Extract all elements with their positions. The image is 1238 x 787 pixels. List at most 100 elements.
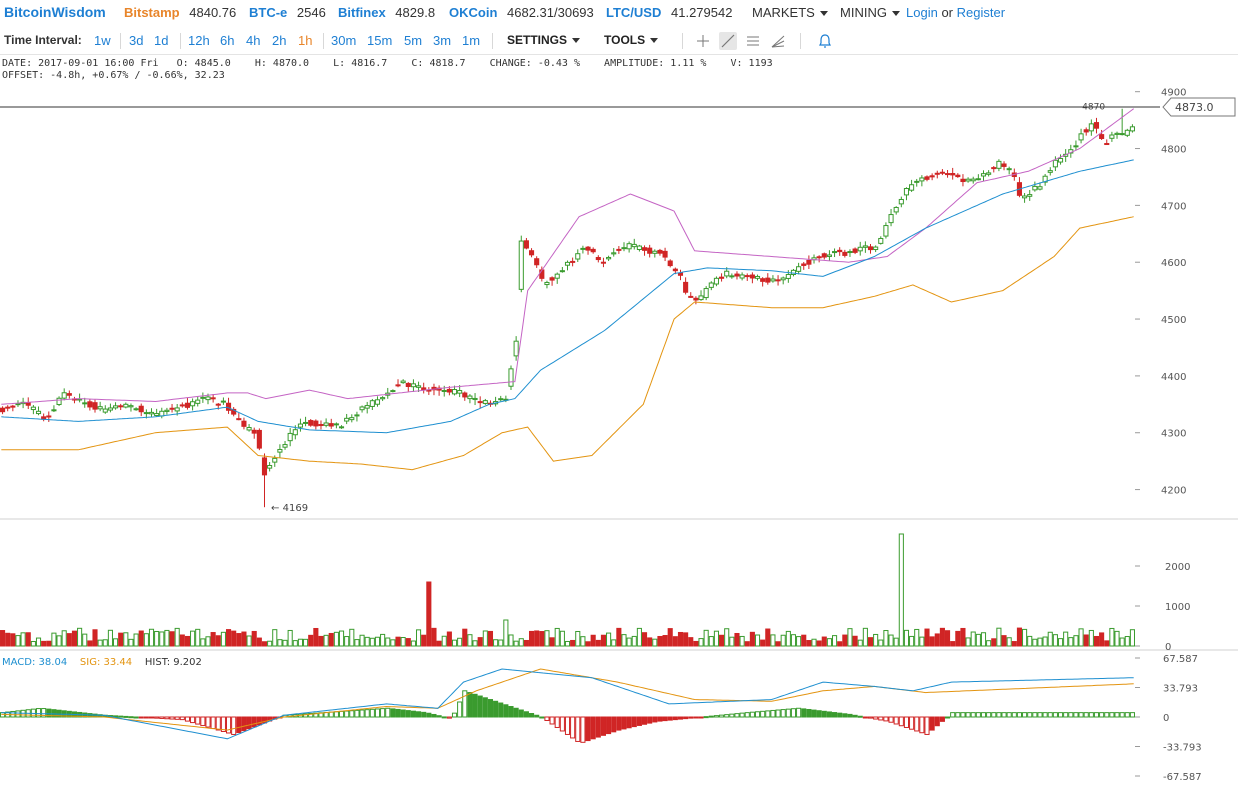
volume-bar — [616, 627, 622, 647]
macd-histogram-bar — [564, 716, 571, 735]
volume-bar — [123, 632, 129, 647]
interval-15m[interactable]: 15m — [367, 33, 393, 48]
macd-histogram-bar — [410, 710, 416, 718]
register-link[interactable]: Register — [956, 5, 1006, 20]
volume-bar — [749, 631, 755, 647]
candle-down — [231, 408, 237, 415]
fan-icon[interactable] — [769, 32, 787, 50]
macd-histogram-bar — [385, 707, 391, 718]
macd-histogram-bar — [775, 709, 781, 718]
candle-down — [719, 276, 725, 279]
macd-histogram-bar — [986, 712, 992, 718]
volume-bar — [734, 632, 740, 647]
volume-bar — [231, 630, 237, 647]
brand-logo[interactable]: BitcoinWisdom — [4, 4, 106, 20]
volume-axis-tick-label: 0 — [1165, 642, 1171, 653]
volume-bar — [970, 631, 976, 647]
macd-histogram-bar — [857, 715, 863, 718]
interval-1d[interactable]: 1d — [154, 33, 169, 48]
macd-histogram-bar — [626, 716, 632, 729]
macd-histogram-bar — [785, 708, 791, 718]
macd-histogram-bar — [205, 716, 211, 728]
volume-bar — [606, 632, 612, 647]
mining-menu[interactable]: MINING — [840, 5, 900, 20]
markets-menu[interactable]: MARKETS — [752, 5, 828, 20]
macd-histogram-bar — [595, 716, 601, 738]
tools-menu[interactable]: TOOLS — [604, 33, 659, 47]
macd-histogram-bar — [462, 690, 468, 718]
candle-down — [66, 393, 72, 396]
volume-bar — [873, 633, 879, 647]
macd-histogram-bar — [344, 710, 350, 718]
interval-30m[interactable]: 30m — [331, 33, 357, 48]
candle-up — [267, 465, 273, 469]
macd-histogram-bar — [148, 716, 155, 719]
ticker-bitfinex[interactable]: Bitfinex 4829.8 — [338, 5, 435, 20]
volume-bar — [693, 640, 699, 647]
volume-bar — [760, 639, 766, 647]
macd-histogram-bar — [893, 716, 899, 725]
ticker-ltcusd[interactable]: LTC/USD 41.279542 — [606, 5, 732, 20]
interval-1h[interactable]: 1h — [298, 33, 313, 48]
macd-value: 38.04 — [38, 657, 68, 668]
macd-label: MACD: — [2, 657, 36, 668]
chart-canvas[interactable]: 4870← 4169 42004300440045004600470048004… — [0, 86, 1238, 787]
crosshair-icon[interactable] — [694, 32, 712, 50]
volume-bar — [713, 630, 719, 647]
candle-up — [1042, 175, 1048, 183]
interval-6h[interactable]: 6h — [220, 33, 235, 48]
ticker-btce[interactable]: BTC-e 2546 — [249, 5, 326, 20]
interval-4h[interactable]: 4h — [246, 33, 261, 48]
volume-bar — [1124, 636, 1130, 647]
volume-bar — [1022, 628, 1028, 647]
candle-down — [5, 406, 11, 409]
tools-label: TOOLS — [604, 33, 646, 47]
volume-bar — [308, 634, 314, 647]
horizontal-lines-icon[interactable] — [744, 32, 762, 50]
macd-histogram-bar — [123, 715, 129, 718]
lower-band-line — [1, 216, 1134, 471]
candle-down — [688, 295, 694, 298]
candle-down — [924, 176, 930, 180]
volume-bar — [215, 635, 221, 647]
macd-histogram-bar — [364, 709, 370, 718]
volume-bar — [359, 634, 365, 647]
ticker-okcoin[interactable]: OKCoin 4682.31/30693 — [449, 5, 594, 20]
macd-histogram-bar — [395, 708, 401, 718]
volume-bar — [955, 630, 961, 647]
macd-histogram-bar — [1063, 712, 1069, 718]
volume-bar — [133, 633, 139, 647]
candle-up — [554, 273, 560, 279]
interval-5m[interactable]: 5m — [404, 33, 423, 48]
candle-up — [323, 422, 329, 426]
interval-1w[interactable]: 1w — [94, 33, 111, 48]
macd-histogram-bar — [225, 716, 232, 734]
candle-down — [138, 405, 144, 413]
interval-3m[interactable]: 3m — [433, 33, 452, 48]
interval-3d[interactable]: 3d — [129, 33, 144, 48]
macd-histogram-bar — [883, 716, 889, 722]
volume-bar — [677, 631, 684, 647]
line-icon[interactable] — [719, 32, 737, 50]
macd-axis-tick-label: 67.587 — [1163, 654, 1198, 665]
candle-up — [703, 288, 709, 299]
volume-bar — [965, 637, 971, 647]
interval-1m[interactable]: 1m — [462, 33, 481, 48]
macd-histogram-bar — [688, 716, 694, 719]
volume-bar — [385, 637, 391, 647]
settings-menu[interactable]: SETTINGS — [507, 33, 581, 47]
bell-icon[interactable] — [816, 32, 834, 50]
macd-histogram-bar — [1001, 712, 1007, 718]
candle-up — [416, 385, 422, 388]
volume-bar — [246, 635, 252, 647]
volume-bar — [205, 636, 211, 647]
volume-bar — [369, 637, 375, 647]
volume-bar — [236, 633, 242, 647]
interval-12h[interactable]: 12h — [188, 33, 210, 48]
candle-up — [914, 180, 920, 183]
volume-bar — [796, 636, 802, 647]
login-link[interactable]: Login — [906, 5, 938, 20]
volume-bar — [508, 634, 514, 647]
ticker-bitstamp[interactable]: Bitstamp 4840.76 — [124, 5, 236, 20]
interval-2h[interactable]: 2h — [272, 33, 287, 48]
